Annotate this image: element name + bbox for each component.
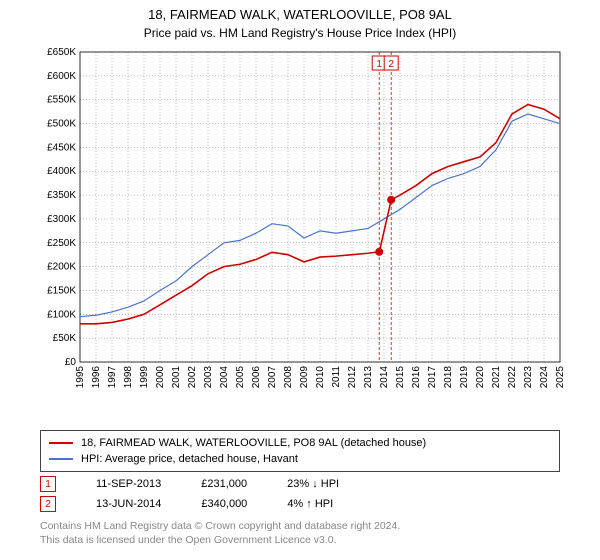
svg-text:1998: 1998 [123, 366, 134, 389]
svg-text:2010: 2010 [315, 366, 326, 389]
svg-text:2007: 2007 [267, 366, 278, 389]
svg-text:2025: 2025 [555, 366, 566, 389]
svg-text:2001: 2001 [171, 366, 182, 389]
svg-text:£450K: £450K [47, 143, 76, 154]
svg-text:2005: 2005 [235, 366, 246, 389]
chart-area: £0£50K£100K£150K£200K£250K£300K£350K£400… [40, 42, 600, 412]
sale-row-1: 1 11-SEP-2013 £231,000 23% ↓ HPI [40, 476, 339, 492]
legend-label-hpi: HPI: Average price, detached house, Hava… [81, 453, 298, 465]
svg-text:£550K: £550K [47, 95, 76, 106]
svg-text:2012: 2012 [347, 366, 358, 389]
sale-date-1: 11-SEP-2013 [96, 478, 161, 490]
svg-text:2000: 2000 [155, 366, 166, 389]
svg-text:£350K: £350K [47, 190, 76, 201]
sale-marker-2: 2 [40, 496, 56, 512]
svg-text:1997: 1997 [107, 366, 118, 389]
svg-text:2009: 2009 [299, 366, 310, 389]
svg-text:£50K: £50K [53, 334, 77, 345]
legend-label-property: 18, FAIRMEAD WALK, WATERLOOVILLE, PO8 9A… [81, 437, 426, 449]
svg-text:2002: 2002 [187, 366, 198, 389]
title-line1: 18, FAIRMEAD WALK, WATERLOOVILLE, PO8 9A… [148, 7, 452, 22]
svg-text:1995: 1995 [75, 366, 86, 389]
svg-text:1999: 1999 [139, 366, 150, 389]
svg-text:2023: 2023 [523, 366, 534, 389]
sale-date-2: 13-JUN-2014 [96, 498, 161, 510]
svg-text:£250K: £250K [47, 238, 76, 249]
svg-text:2004: 2004 [219, 366, 230, 389]
license-line2: This data is licensed under the Open Gov… [40, 534, 337, 546]
legend-item-hpi: HPI: Average price, detached house, Hava… [49, 451, 551, 467]
svg-text:£600K: £600K [47, 71, 76, 82]
sale-marker-1: 1 [40, 476, 56, 492]
svg-text:2016: 2016 [411, 366, 422, 389]
svg-text:£100K: £100K [47, 310, 76, 321]
svg-text:2015: 2015 [395, 366, 406, 389]
svg-text:2: 2 [388, 59, 394, 70]
svg-text:1: 1 [376, 59, 382, 70]
sale-row-2: 2 13-JUN-2014 £340,000 4% ↑ HPI [40, 496, 333, 512]
sale-pct-2: 4% ↑ HPI [287, 498, 333, 510]
svg-text:£200K: £200K [47, 262, 76, 273]
sale-price-2: £340,000 [201, 498, 247, 510]
svg-text:2024: 2024 [539, 366, 550, 389]
sale-pct-1: 23% ↓ HPI [287, 478, 339, 490]
sale-price-1: £231,000 [201, 478, 247, 490]
line-chart: £0£50K£100K£150K£200K£250K£300K£350K£400… [40, 42, 600, 412]
svg-text:2020: 2020 [475, 366, 486, 389]
title-line2: Price paid vs. HM Land Registry's House … [144, 26, 456, 40]
svg-text:£650K: £650K [47, 47, 76, 58]
svg-text:2022: 2022 [507, 366, 518, 389]
svg-text:1996: 1996 [91, 366, 102, 389]
legend-box: 18, FAIRMEAD WALK, WATERLOOVILLE, PO8 9A… [40, 430, 560, 472]
svg-text:£150K: £150K [47, 286, 76, 297]
svg-text:£500K: £500K [47, 119, 76, 130]
svg-text:2018: 2018 [443, 366, 454, 389]
svg-text:2003: 2003 [203, 366, 214, 389]
svg-text:2006: 2006 [251, 366, 262, 389]
legend-item-property: 18, FAIRMEAD WALK, WATERLOOVILLE, PO8 9A… [49, 435, 551, 451]
license-text: Contains HM Land Registry data © Crown c… [40, 520, 400, 547]
svg-text:2021: 2021 [491, 366, 502, 389]
license-line1: Contains HM Land Registry data © Crown c… [40, 520, 400, 532]
svg-text:2013: 2013 [363, 366, 374, 389]
svg-text:2017: 2017 [427, 366, 438, 389]
chart-title: 18, FAIRMEAD WALK, WATERLOOVILLE, PO8 9A… [0, 0, 600, 42]
legend-swatch-property [49, 442, 73, 444]
svg-text:£400K: £400K [47, 167, 76, 178]
svg-text:2011: 2011 [331, 366, 342, 388]
svg-text:2014: 2014 [379, 366, 390, 389]
svg-text:2019: 2019 [459, 366, 470, 389]
legend-swatch-hpi [49, 458, 73, 460]
svg-text:2008: 2008 [283, 366, 294, 389]
svg-text:£300K: £300K [47, 214, 76, 225]
